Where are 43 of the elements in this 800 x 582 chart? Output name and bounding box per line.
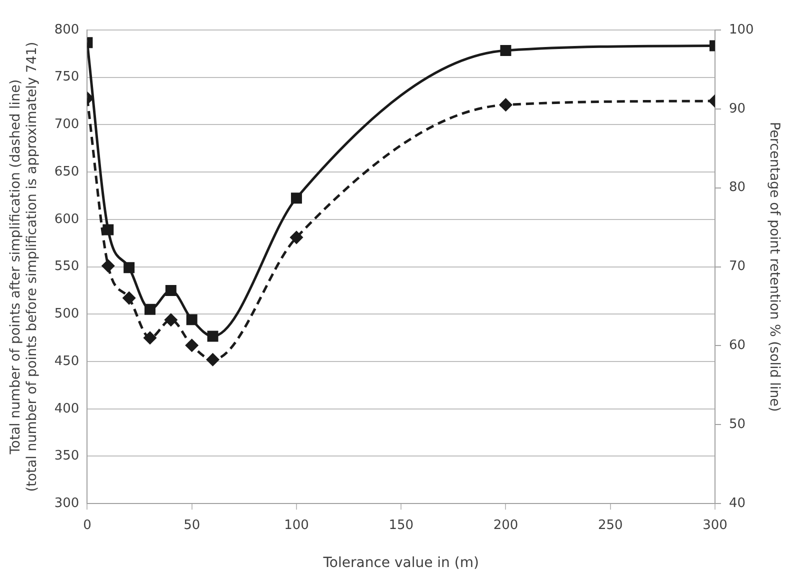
y2-tick-label: 70 — [728, 259, 746, 274]
y2-tick-label: 50 — [728, 417, 746, 432]
point — [165, 284, 176, 296]
x-tick-label: 0 — [83, 518, 92, 533]
y2-axis-title: Percentage of point retention % (solid line) — [766, 122, 782, 412]
point — [206, 353, 220, 366]
point — [122, 292, 136, 304]
y-tick-label: 800 — [54, 22, 80, 38]
y2-tick-label: 80 — [728, 180, 746, 196]
x-tick-label: 250 — [598, 518, 623, 533]
y-tick-label: 300 — [54, 496, 80, 511]
y2-tick-label: 100 — [728, 22, 754, 38]
y-tick-label: 750 — [54, 70, 80, 85]
point — [164, 314, 178, 326]
y-tick-label: 550 — [54, 259, 80, 274]
point — [290, 231, 303, 244]
point — [290, 192, 302, 204]
x-axis-title: Tolerance value in (m) — [322, 555, 479, 572]
point — [102, 224, 114, 236]
y-tick-label: 700 — [54, 117, 80, 132]
point — [144, 304, 156, 315]
y-tick-label: 350 — [54, 448, 80, 464]
y2-tick-label: 90 — [728, 101, 746, 116]
point — [102, 260, 114, 272]
y-tick-label: 400 — [54, 401, 80, 416]
y2-tick-label: 60 — [728, 338, 746, 354]
point — [186, 339, 198, 352]
x-tick-label: 150 — [388, 518, 414, 533]
y2-tick-label: 40 — [728, 496, 746, 511]
point — [124, 262, 135, 274]
point — [499, 98, 512, 112]
y-tick-label: 450 — [54, 354, 80, 369]
y-tick-label: 600 — [54, 212, 80, 227]
x-tick-label: 200 — [493, 518, 518, 533]
y-tick-label: 500 — [54, 306, 80, 322]
x-tick-label: 300 — [702, 518, 728, 533]
point — [207, 330, 218, 342]
x-tick-label: 50 — [184, 518, 200, 533]
y-tick-label: 650 — [54, 164, 80, 180]
y-axis-title: Total number of points after simplification (dashed line) (total number of points before simplification is approximately 741) — [8, 42, 40, 492]
point — [144, 332, 156, 344]
point — [186, 314, 198, 326]
x-tick-label: 100 — [284, 518, 309, 533]
